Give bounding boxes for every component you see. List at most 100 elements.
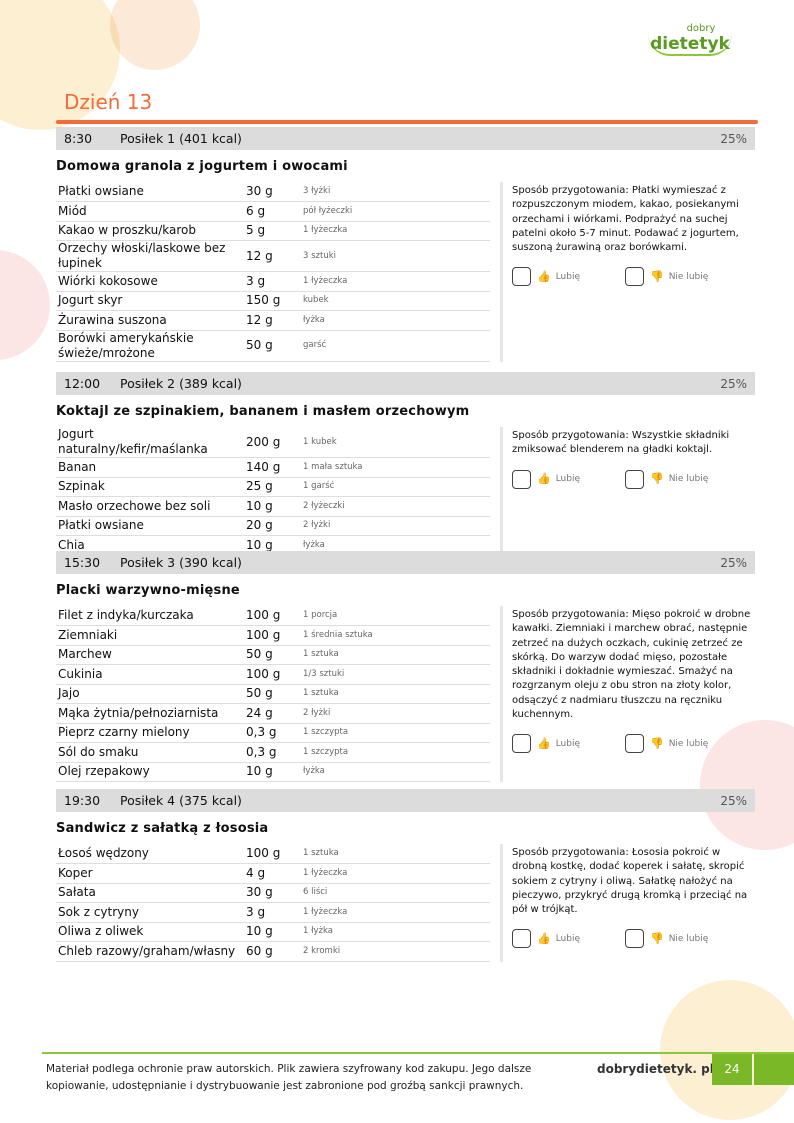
ingredient-amount: 6 g <box>246 201 303 222</box>
ingredient-measure: 2 kromki <box>303 941 490 962</box>
thumbs-up-icon: 👍 <box>537 931 551 945</box>
page-title: Dzień 13 <box>64 90 153 114</box>
meal-percent: 25% <box>720 555 747 570</box>
like-checkbox[interactable] <box>512 469 531 489</box>
ingredient-row: Wiórki kokosowe 3 g 1 łyżeczka <box>56 271 490 292</box>
ingredient-measure: 1 szczypta <box>303 723 490 743</box>
ingredient-amount: 25 g <box>246 477 303 497</box>
meal-section: 12:00 Posiłek 2 (389 kcal) 25% Koktajl z… <box>56 372 755 556</box>
ingredient-row: Oliwa z oliwek 10 g 1 łyżka <box>56 922 490 942</box>
ingredient-measure: 1 garść <box>303 477 490 497</box>
ingredient-amount: 30 g <box>246 883 303 903</box>
like-checkbox[interactable] <box>512 734 531 754</box>
ingredient-row: Jogurt naturalny/kefir/maślanka 200 g 1 … <box>56 427 490 458</box>
ingredient-row: Sól do smaku 0,3 g 1 szczypta <box>56 742 490 763</box>
ingredient-name: Płatki owsiane <box>56 516 246 536</box>
like-label: Lubię <box>555 271 581 282</box>
meal-time: 19:30 <box>64 793 101 808</box>
ingredient-name: Koper <box>56 863 246 884</box>
ingredients-table: Filet z indyka/kurczaka 100 g 1 porcja Z… <box>56 606 490 782</box>
footer-line-1: Materiał podlega ochronie praw autorskic… <box>46 1063 532 1075</box>
recipe-title: Sandwicz z sałatką z łososia <box>56 821 269 836</box>
prep-text: Mięso pokroić w drobne kawałki. Ziemniak… <box>512 609 751 721</box>
ingredient-row: Orzechy włoski/laskowe bez łupinek 12 g … <box>56 240 490 272</box>
preparation-box: Sposób przygotowania: Płatki wymieszać z… <box>500 182 755 362</box>
ingredient-measure: łyżka <box>303 310 490 331</box>
ingredient-measure: 1 sztuka <box>303 844 490 864</box>
ingredient-row: Ziemniaki 100 g 1 średnia sztuka <box>56 625 490 646</box>
ingredient-row: Sałata 30 g 6 liści <box>56 883 490 903</box>
ingredient-name: Marchew <box>56 645 246 665</box>
ingredient-measure: 1 porcja <box>303 606 490 626</box>
ingredient-name: Kakao w proszku/karob <box>56 221 246 241</box>
ingredient-amount: 30 g <box>246 182 303 202</box>
ingredient-row: Kakao w proszku/karob 5 g 1 łyżeczka <box>56 221 490 241</box>
ingredient-amount: 0,3 g <box>246 742 303 763</box>
dislike-checkbox[interactable] <box>625 929 644 949</box>
meal-time: 12:00 <box>64 376 101 391</box>
meal-header: 19:30 Posiłek 4 (375 kcal) 25% <box>56 789 755 812</box>
ingredient-row: Płatki owsiane 30 g 3 łyżki <box>56 182 490 202</box>
ingredient-name: Masło orzechowe bez soli <box>56 496 246 517</box>
ingredient-measure: 1/3 sztuki <box>303 664 490 685</box>
footer-site[interactable]: dobrydietetyk. pl <box>597 1062 714 1076</box>
ingredient-measure: 1 kubek <box>303 427 490 458</box>
dislike-label: Nie lubię <box>668 933 709 944</box>
ingredient-row: Filet z indyka/kurczaka 100 g 1 porcja <box>56 606 490 626</box>
ingredient-row: Pieprz czarny mielony 0,3 g 1 szczypta <box>56 723 490 743</box>
ingredient-amount: 3 g <box>246 902 303 923</box>
meal-name: Posiłek 3 (390 kcal) <box>120 555 242 570</box>
ingredient-measure: 1 mała sztuka <box>303 457 490 478</box>
ingredient-name: Borówki amerykańskie świeże/mrożone <box>56 330 246 362</box>
decorative-fruit <box>0 250 50 360</box>
ingredient-measure: 1 sztuka <box>303 645 490 665</box>
like-label: Lubię <box>555 738 581 749</box>
footer-divider <box>42 1052 794 1054</box>
prep-text: Płatki wymieszać z rozpuszczonym miodem,… <box>512 185 739 254</box>
dislike-checkbox[interactable] <box>625 267 644 287</box>
like-checkbox[interactable] <box>512 929 531 949</box>
ingredient-amount: 5 g <box>246 221 303 241</box>
thumbs-down-icon: 👎 <box>650 471 664 485</box>
ingredient-name: Ziemniaki <box>56 625 246 646</box>
ingredient-measure: łyżka <box>303 762 490 782</box>
like-checkbox[interactable] <box>512 267 531 287</box>
dislike-label: Nie lubię <box>668 738 709 749</box>
thumbs-down-icon: 👎 <box>650 736 664 750</box>
thumbs-up-icon: 👍 <box>537 471 551 485</box>
ingredient-name: Jogurt skyr <box>56 291 246 311</box>
ingredient-name: Miód <box>56 201 246 222</box>
ingredient-row: Koper 4 g 1 łyżeczka <box>56 863 490 884</box>
ingredient-name: Oliwa z oliwek <box>56 922 246 942</box>
meal-time: 15:30 <box>64 555 101 570</box>
ingredient-measure: 1 sztuka <box>303 684 490 704</box>
dislike-label: Nie lubię <box>668 473 709 484</box>
ingredient-measure: 1 łyżeczka <box>303 221 490 241</box>
meal-percent: 25% <box>720 131 747 146</box>
ingredient-measure: 6 liści <box>303 883 490 903</box>
ingredient-row: Płatki owsiane 20 g 2 łyżki <box>56 516 490 536</box>
ingredient-name: Sok z cytryny <box>56 902 246 923</box>
preparation-box: Sposób przygotowania: Wszystkie składnik… <box>500 427 755 556</box>
ingredient-amount: 20 g <box>246 516 303 536</box>
dislike-checkbox[interactable] <box>625 469 644 489</box>
dislike-label: Nie lubię <box>668 271 709 282</box>
ingredient-amount: 4 g <box>246 863 303 884</box>
like-label: Lubię <box>555 933 581 944</box>
ingredient-row: Łosoś wędzony 100 g 1 sztuka <box>56 844 490 864</box>
ingredient-amount: 10 g <box>246 535 303 556</box>
ingredient-name: Filet z indyka/kurczaka <box>56 606 246 626</box>
meal-section: 15:30 Posiłek 3 (390 kcal) 25% Placki wa… <box>56 551 755 782</box>
ingredient-row: Borówki amerykańskie świeże/mrożone 50 g… <box>56 330 490 362</box>
ingredient-name: Łosoś wędzony <box>56 844 246 864</box>
ingredient-name: Sałata <box>56 883 246 903</box>
dislike-checkbox[interactable] <box>625 734 644 754</box>
title-divider <box>56 120 758 124</box>
ingredient-row: Banan 140 g 1 mała sztuka <box>56 457 490 478</box>
ingredient-measure: garść <box>303 330 490 362</box>
ingredient-amount: 200 g <box>246 427 303 458</box>
ingredient-name: Mąka żytnia/pełnoziarnista <box>56 703 246 724</box>
ingredient-amount: 3 g <box>246 271 303 292</box>
page-number: 24 <box>712 1054 752 1085</box>
ingredient-measure: 1 szczypta <box>303 742 490 763</box>
